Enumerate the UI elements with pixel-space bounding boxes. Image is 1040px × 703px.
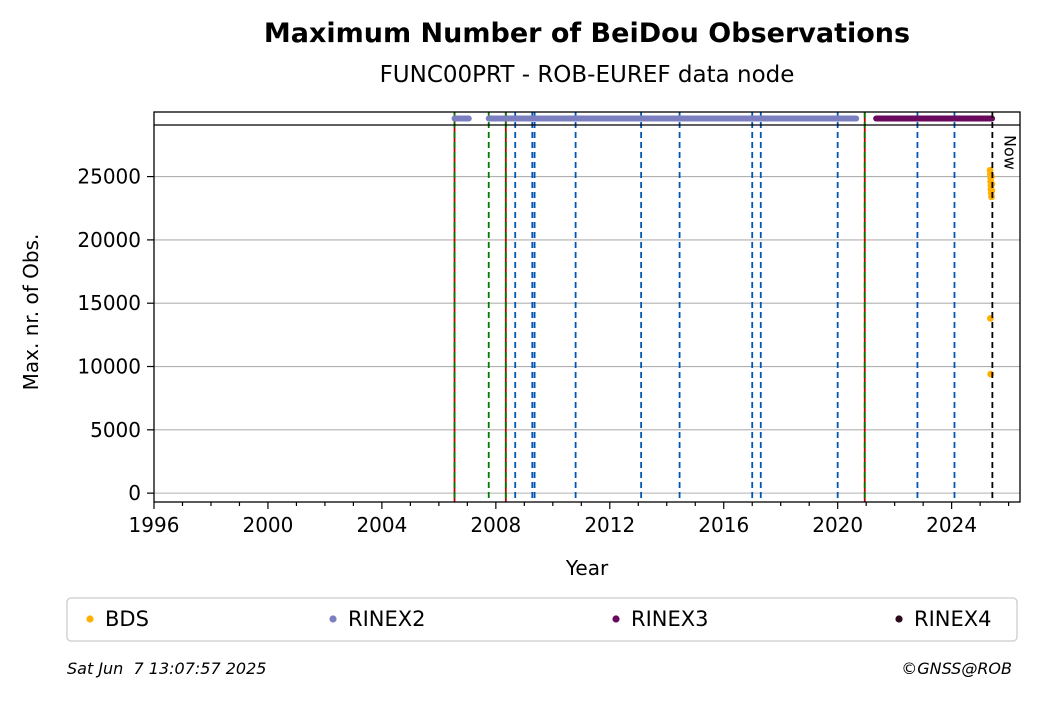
- now-marker: Now: [991, 112, 1019, 502]
- x-tick-label: 2004: [356, 513, 407, 537]
- now-label: Now: [1000, 135, 1019, 170]
- y-gridlines: [154, 176, 1020, 494]
- x-tick-label: 2024: [926, 513, 977, 537]
- legend-marker-bds: [86, 615, 94, 623]
- y-tick-label: 25000: [77, 165, 141, 189]
- legend-label-bds: BDS: [105, 607, 149, 631]
- legend-label-rinex2: RINEX2: [348, 607, 426, 631]
- x-tick-label: 1996: [129, 513, 180, 537]
- x-tick-label: 2012: [584, 513, 635, 537]
- y-tick-label: 20000: [77, 228, 141, 252]
- y-tick-label: 10000: [77, 355, 141, 379]
- y-axis-ticks: 0 5000 10000 15000 20000 25000: [77, 165, 154, 505]
- point-bds: [988, 187, 996, 194]
- legend-label-rinex4: RINEX4: [914, 607, 992, 631]
- y-tick-label: 5000: [90, 418, 141, 442]
- event-lines: [453, 112, 956, 502]
- plot-frame: [153, 111, 1021, 503]
- x-tick-label: 2016: [698, 513, 749, 537]
- x-axis-ticks: 1996 2000 2004 2008 2012 2016 2020 2024: [129, 502, 1010, 537]
- legend-marker-rinex2: [329, 615, 337, 623]
- legend-frame: [66, 597, 1018, 642]
- x-tick-label: 2020: [812, 513, 863, 537]
- footer-timestamp: Sat Jun 7 13:07:57 2025: [67, 659, 266, 678]
- y-tick-label: 15000: [77, 291, 141, 315]
- y-axis-label: Max. nr. of Obs.: [19, 234, 43, 391]
- legend-label-rinex3: RINEX3: [631, 607, 709, 631]
- chart-title: Maximum Number of BeiDou Observations: [264, 18, 910, 49]
- x-tick-label: 2008: [470, 513, 521, 537]
- y-tick-label: 0: [128, 481, 141, 505]
- legend-marker-rinex4: [895, 615, 903, 623]
- x-axis-label: Year: [565, 556, 609, 580]
- legend: BDS RINEX2 RINEX3 RINEX4: [66, 597, 1018, 642]
- x-tick-label: 2000: [242, 513, 293, 537]
- legend-marker-rinex3: [612, 615, 620, 623]
- bds-points: [986, 166, 996, 378]
- footer-credit: ©GNSS@ROB: [901, 659, 1012, 678]
- chart-subtitle: FUNC00PRT - ROB-EUREF data node: [380, 62, 795, 88]
